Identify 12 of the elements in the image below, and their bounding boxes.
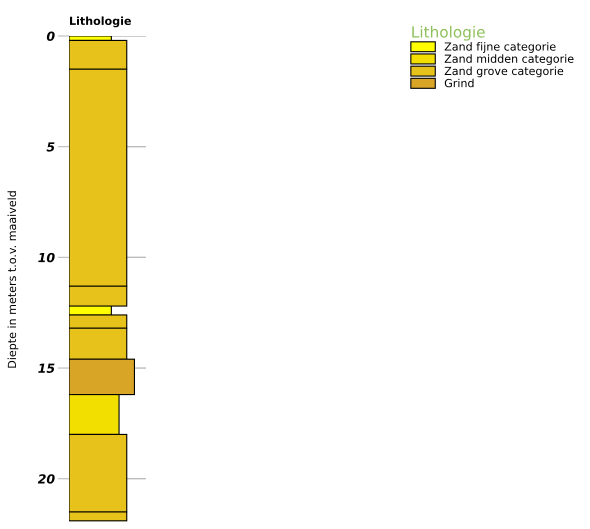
y-tick-label: 0	[46, 31, 55, 41]
y-tick-label: 5	[46, 142, 54, 152]
y-axis-title: Diepte in meters t.o.v. maaiveld	[8, 191, 18, 368]
legend-label: Zand grove categorie	[444, 66, 564, 78]
y-tick-label: 20	[38, 474, 55, 484]
legend-label: Zand fijne categorie	[444, 42, 556, 53]
y-tick-label: 15	[38, 364, 54, 373]
y-tick-label: 10	[38, 252, 55, 262]
chart-title: Lithologie	[70, 16, 131, 28]
legend-label: Grind	[444, 78, 474, 88]
legend-label: Zand midden categorie	[444, 54, 574, 66]
legend-title: Lithologie	[412, 26, 485, 41]
